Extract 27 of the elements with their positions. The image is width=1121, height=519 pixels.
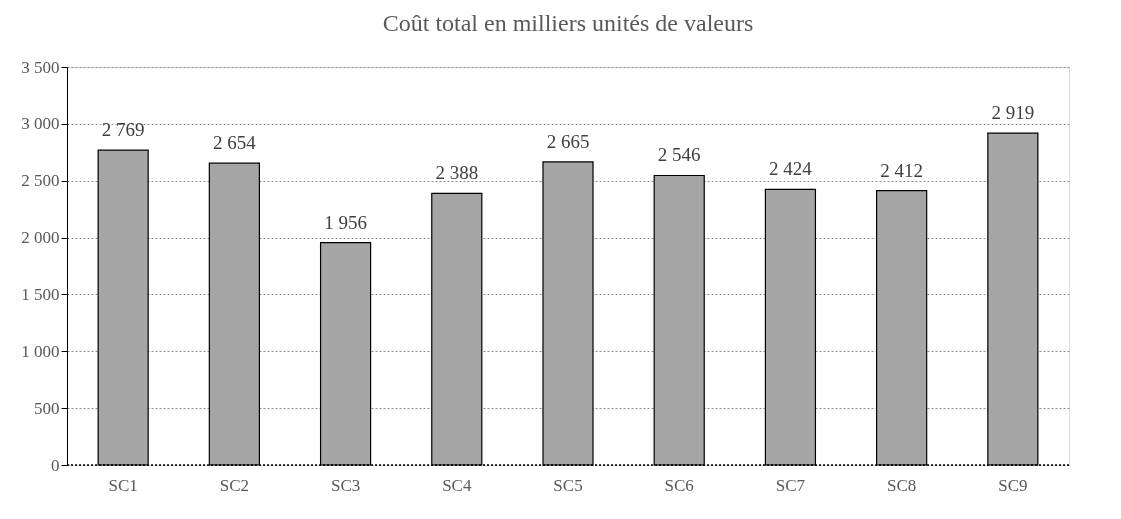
data-label: 2 919 — [991, 102, 1035, 124]
y-tick-label: 0 — [51, 455, 60, 475]
data-label: 2 654 — [213, 132, 257, 154]
data-label: 2 412 — [880, 159, 923, 181]
y-tick-label: 2 500 — [21, 171, 60, 191]
data-label: 2 665 — [546, 130, 590, 152]
y-tick-label: 3 500 — [21, 57, 60, 77]
x-tick-label: SC3 — [330, 475, 361, 495]
x-tick-label: SC5 — [553, 475, 583, 495]
y-tick-label: 1 000 — [21, 341, 60, 361]
chart-title: Coût total en milliers unités de valeurs — [382, 10, 754, 36]
x-tick-label: SC9 — [998, 475, 1028, 495]
y-tick-label: 2 000 — [21, 228, 60, 248]
y-tick-label: 1 500 — [21, 284, 60, 304]
x-tick-label: SC8 — [886, 475, 917, 495]
data-label: 2 388 — [435, 162, 479, 184]
y-tick-label: 500 — [34, 398, 60, 418]
data-label: 2 769 — [101, 119, 145, 141]
data-label: 2 424 — [769, 158, 813, 180]
x-tick-label: SC7 — [775, 475, 806, 495]
y-tick-label: 3 000 — [21, 114, 60, 134]
x-tick-label: SC1 — [108, 475, 138, 495]
x-tick-label: SC4 — [442, 475, 472, 495]
data-label: 2 546 — [657, 144, 701, 166]
x-tick-label: SC2 — [219, 475, 250, 495]
data-label: 1 956 — [324, 211, 367, 233]
x-tick-label: SC6 — [664, 475, 694, 495]
